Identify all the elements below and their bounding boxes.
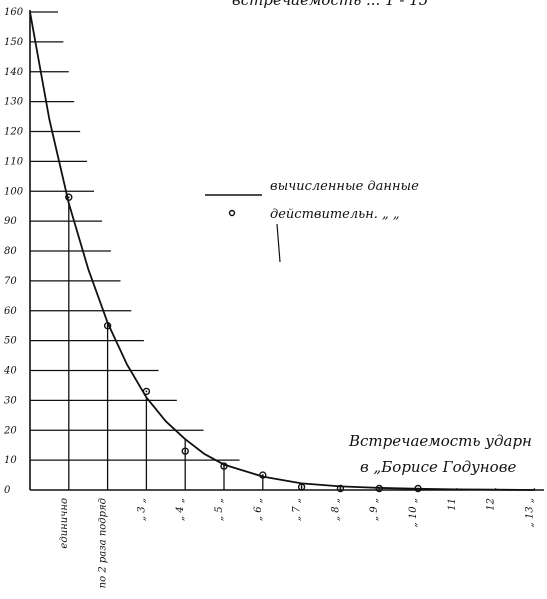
actual-point-dot [67,196,70,199]
y-tick-label: 90 [4,216,17,227]
y-tick-label: 20 [3,425,17,436]
x-category-label: „ 6 „ [253,498,264,521]
actual-point-dot [339,487,342,490]
legend: вычисленные данные действительн. „ „ [205,179,419,263]
grid-lines [30,11,536,490]
y-tick-label: 10 [4,455,17,466]
x-category-label: 11 [447,498,458,511]
x-category-label: „ 7 „ [292,498,303,521]
legend-actual-label: действительн. „ „ [270,207,400,222]
x-category-label: „ 8 „ [330,498,341,521]
actual-point [142,387,151,396]
actual-point-dot [184,450,187,453]
actual-point-dot [223,465,225,467]
x-category-label: „ 5 „ [214,498,225,521]
x-category-label: „ 9 „ [369,498,380,521]
legend-point-swatch [228,209,236,217]
legend-stroke [276,223,281,263]
actual-point [65,193,73,201]
y-tick-label: 150 [4,37,24,48]
x-category-label: единично [59,498,70,549]
y-tick-label: 130 [4,97,24,108]
y-tick-labels: 0 10 20 30 40 50 60 70 80 90 100 110 120 130 140 150 160 [3,7,24,496]
actual-series [65,193,422,493]
y-tick-label: 160 [4,7,24,18]
x-category-labels: единично по 2 раза подряд „ 3 „ „ 4 „ „ 5 „ „… [59,498,536,588]
x-category-label: „ 3 „ [136,498,147,521]
actual-point [414,484,422,493]
actual-point [297,483,306,491]
actual-point-dot [378,487,381,490]
actual-point [375,484,383,493]
y-tick-label: 110 [4,156,24,167]
actual-point [103,321,112,330]
actual-point-dot [417,487,419,490]
y-tick-label: 140 [4,67,24,78]
y-tick-label: 0 [4,485,11,496]
x-category-label: 12 [486,498,497,511]
actual-point-dot [106,324,109,327]
annotation: Встречаемость ударн в „Борисе Годунове [348,432,532,476]
actual-point [336,484,345,493]
chart-title: встречаемость ... 1 - 15 [232,0,428,9]
actual-point-dot [261,474,264,476]
y-tick-label: 70 [4,276,17,287]
legend-computed-label: вычисленные данные [270,179,419,194]
y-tick-label: 120 [4,127,24,138]
actual-point-dot [300,486,303,488]
x-category-label: „ 10 „ [408,498,419,527]
y-tick-label: 30 [4,395,17,406]
actual-point [259,471,267,479]
y-tick-label: 80 [4,246,17,257]
y-tick-label: 100 [4,186,24,197]
annotation-line-1: Встречаемость ударн [348,432,532,450]
y-tick-label: 40 [3,366,17,377]
actual-point [181,447,189,455]
annotation-line-2: в „Борисе Годунове [360,458,516,476]
x-category-label: по 2 раза подряд [98,498,109,588]
x-category-label: „ 13 „ [524,498,535,527]
actual-point-dot [145,390,148,393]
y-tick-label: 50 [4,336,17,347]
actual-point [220,462,228,470]
y-tick-label: 60 [4,306,17,317]
x-category-label: „ 4 „ [175,498,186,521]
